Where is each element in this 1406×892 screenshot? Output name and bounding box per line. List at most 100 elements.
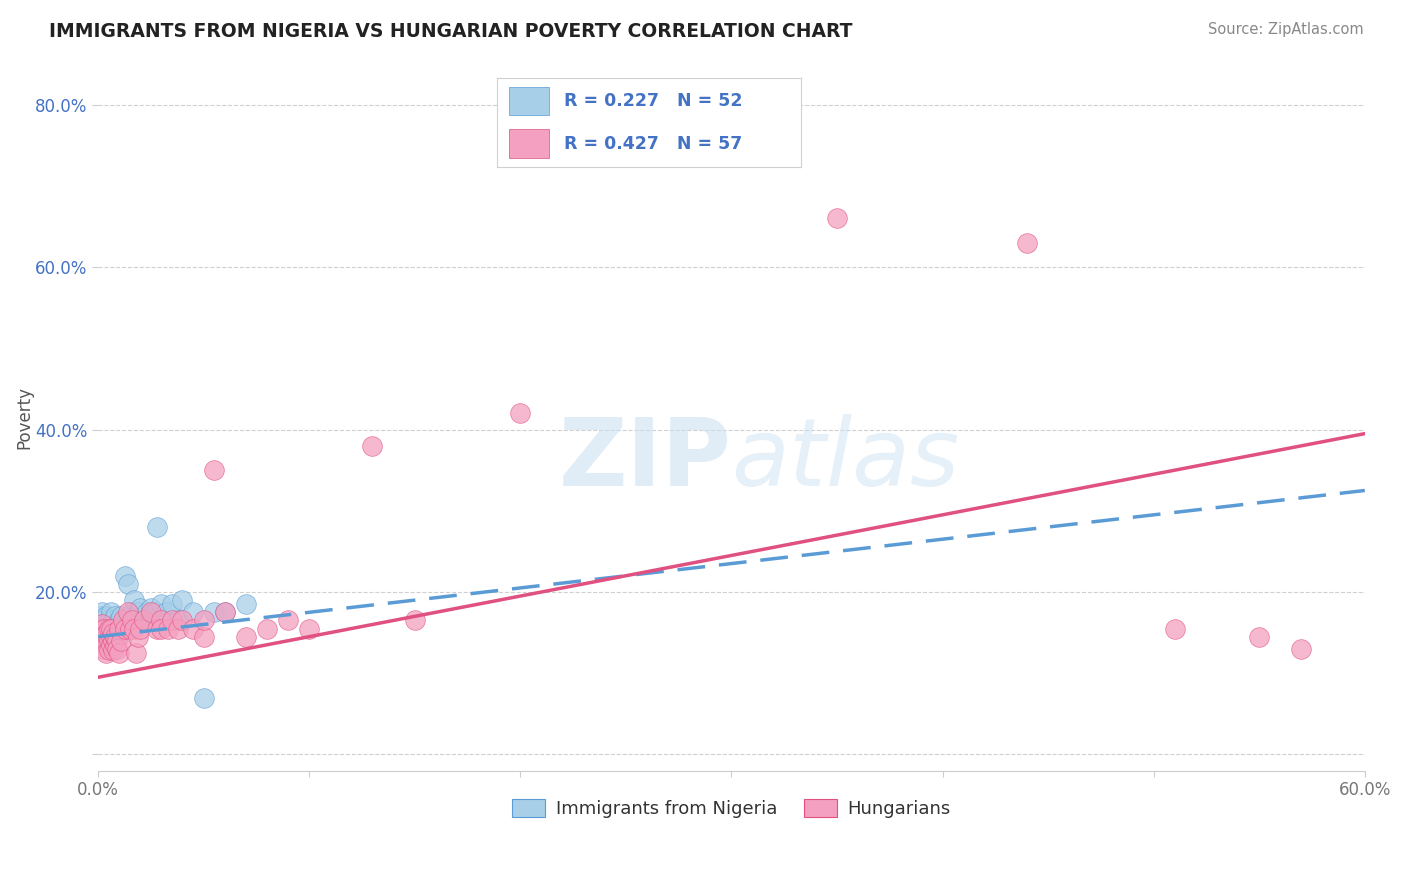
Point: [97, 614, 120, 628]
Point: [112, 617, 135, 632]
Point: [105, 633, 128, 648]
Point: [135, 605, 157, 619]
Point: [150, 622, 173, 636]
Point: [93, 641, 115, 656]
Point: [139, 601, 162, 615]
Point: [167, 614, 190, 628]
Point: [96, 627, 118, 641]
Point: [298, 622, 321, 636]
Point: [134, 614, 156, 628]
Point: [91, 605, 114, 619]
Text: atlas: atlas: [731, 414, 960, 505]
Point: [114, 622, 136, 636]
Point: [100, 605, 122, 619]
Point: [100, 617, 122, 632]
Point: [134, 614, 156, 628]
Point: [138, 614, 160, 628]
Point: [156, 622, 179, 636]
Point: [202, 605, 225, 619]
Point: [108, 646, 131, 660]
Point: [150, 614, 173, 628]
Point: [139, 605, 162, 619]
Legend: Immigrants from Nigeria, Hungarians: Immigrants from Nigeria, Hungarians: [505, 791, 957, 825]
Point: [93, 622, 115, 636]
Point: [100, 630, 122, 644]
Point: [122, 593, 145, 607]
Point: [104, 617, 127, 632]
Point: [114, 568, 136, 582]
Point: [93, 630, 115, 644]
Point: [96, 622, 118, 636]
Point: [129, 601, 152, 615]
Point: [110, 633, 132, 648]
Point: [181, 605, 204, 619]
Point: [104, 638, 127, 652]
Point: [404, 614, 426, 628]
Point: [127, 630, 149, 644]
Point: [146, 622, 169, 636]
Point: [193, 690, 215, 705]
Point: [100, 622, 122, 636]
Point: [101, 614, 124, 628]
Point: [105, 622, 128, 636]
Point: [100, 638, 122, 652]
Point: [97, 625, 120, 640]
Text: ZIP: ZIP: [558, 414, 731, 506]
Point: [97, 622, 120, 636]
Point: [235, 597, 257, 611]
Point: [101, 627, 124, 641]
Point: [125, 646, 148, 660]
Point: [193, 614, 215, 628]
Point: [118, 614, 141, 628]
Point: [108, 622, 131, 636]
Point: [118, 622, 141, 636]
Point: [97, 643, 120, 657]
Text: IMMIGRANTS FROM NIGERIA VS HUNGARIAN POVERTY CORRELATION CHART: IMMIGRANTS FROM NIGERIA VS HUNGARIAN POV…: [49, 22, 852, 41]
Point: [825, 211, 848, 226]
Point: [172, 614, 194, 628]
Point: [509, 406, 531, 420]
Point: [155, 605, 177, 619]
Point: [97, 633, 120, 648]
Point: [101, 633, 124, 648]
Point: [104, 609, 127, 624]
Point: [93, 617, 115, 632]
Point: [235, 630, 257, 644]
Point: [160, 614, 183, 628]
Point: [167, 622, 190, 636]
Point: [193, 630, 215, 644]
Point: [160, 597, 183, 611]
Point: [93, 614, 115, 628]
Point: [91, 633, 114, 648]
Point: [361, 439, 384, 453]
Point: [96, 609, 118, 624]
Point: [101, 643, 124, 657]
Point: [100, 630, 122, 644]
Point: [89, 622, 111, 636]
Point: [101, 622, 124, 636]
Point: [143, 605, 166, 619]
Point: [172, 593, 194, 607]
Point: [89, 617, 111, 632]
Point: [96, 638, 118, 652]
Point: [97, 622, 120, 636]
Point: [96, 627, 118, 641]
Point: [181, 622, 204, 636]
Point: [117, 577, 139, 591]
Point: [127, 605, 149, 619]
Point: [121, 605, 143, 619]
Point: [150, 597, 173, 611]
Point: [104, 630, 127, 644]
Point: [125, 614, 148, 628]
Point: [117, 605, 139, 619]
Point: [122, 622, 145, 636]
Point: [91, 617, 114, 632]
Point: [121, 614, 143, 628]
Point: [89, 630, 111, 644]
Point: [146, 520, 169, 534]
Text: Source: ZipAtlas.com: Source: ZipAtlas.com: [1208, 22, 1364, 37]
Point: [112, 614, 135, 628]
Point: [1164, 622, 1187, 636]
Point: [110, 609, 132, 624]
Point: [214, 605, 236, 619]
